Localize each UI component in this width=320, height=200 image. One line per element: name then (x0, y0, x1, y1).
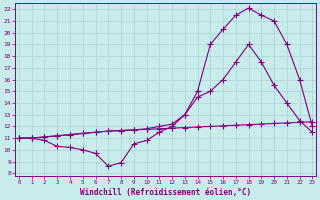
X-axis label: Windchill (Refroidissement éolien,°C): Windchill (Refroidissement éolien,°C) (80, 188, 251, 197)
